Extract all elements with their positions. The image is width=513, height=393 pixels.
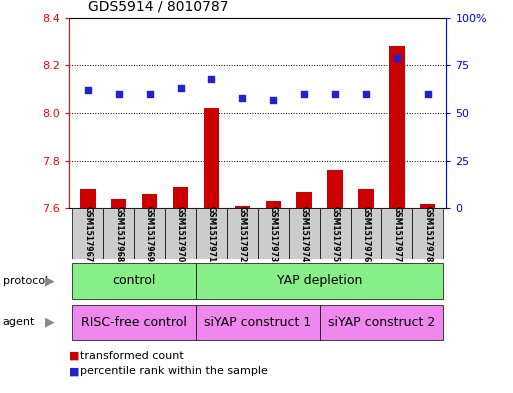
Bar — [327, 170, 343, 208]
Text: ■: ■ — [69, 351, 80, 361]
Text: GSM1517973: GSM1517973 — [269, 206, 278, 262]
Bar — [72, 208, 103, 259]
Bar — [266, 201, 281, 208]
Text: percentile rank within the sample: percentile rank within the sample — [80, 366, 267, 376]
Bar — [165, 208, 196, 259]
Text: GSM1517978: GSM1517978 — [423, 206, 432, 262]
Text: control: control — [112, 274, 156, 288]
Text: ▶: ▶ — [46, 316, 55, 329]
Text: GSM1517971: GSM1517971 — [207, 206, 216, 262]
Bar — [412, 208, 443, 259]
Bar — [80, 189, 95, 208]
Bar — [381, 208, 412, 259]
Point — [146, 91, 154, 97]
Text: siYAP construct 2: siYAP construct 2 — [328, 316, 435, 329]
Text: ▶: ▶ — [46, 274, 55, 288]
Bar — [103, 208, 134, 259]
Bar — [350, 208, 381, 259]
Bar — [420, 204, 436, 208]
Text: RISC-free control: RISC-free control — [81, 316, 187, 329]
Text: GSM1517968: GSM1517968 — [114, 206, 123, 262]
Text: transformed count: transformed count — [80, 351, 183, 361]
Text: GSM1517972: GSM1517972 — [238, 206, 247, 262]
Point — [84, 87, 92, 93]
Text: GSM1517969: GSM1517969 — [145, 206, 154, 262]
Bar — [196, 208, 227, 259]
Text: protocol: protocol — [3, 276, 48, 286]
Text: GSM1517974: GSM1517974 — [300, 206, 309, 262]
Bar — [196, 263, 443, 299]
Point — [393, 55, 401, 61]
Bar — [358, 189, 373, 208]
Text: YAP depletion: YAP depletion — [277, 274, 362, 288]
Point — [207, 75, 215, 82]
Text: agent: agent — [3, 317, 35, 327]
Text: ■: ■ — [69, 366, 80, 376]
Bar — [204, 108, 219, 208]
Bar — [227, 208, 258, 259]
Point — [269, 97, 278, 103]
Bar — [142, 194, 157, 208]
Bar — [72, 263, 196, 299]
Point — [300, 91, 308, 97]
Bar — [134, 208, 165, 259]
Bar — [320, 208, 350, 259]
Text: GSM1517975: GSM1517975 — [330, 206, 340, 262]
Bar — [173, 187, 188, 208]
Point — [424, 91, 432, 97]
Point — [238, 95, 246, 101]
Bar — [111, 199, 126, 208]
Bar — [389, 46, 405, 208]
Bar — [72, 305, 196, 340]
Bar — [234, 206, 250, 208]
Bar — [297, 192, 312, 208]
Bar — [196, 305, 320, 340]
Text: GSM1517977: GSM1517977 — [392, 206, 401, 262]
Point — [176, 85, 185, 91]
Text: siYAP construct 1: siYAP construct 1 — [204, 316, 311, 329]
Text: GSM1517970: GSM1517970 — [176, 206, 185, 262]
Text: GDS5914 / 8010787: GDS5914 / 8010787 — [88, 0, 229, 14]
Point — [331, 91, 339, 97]
Point — [114, 91, 123, 97]
Text: GSM1517967: GSM1517967 — [83, 206, 92, 262]
Bar — [289, 208, 320, 259]
Bar — [320, 305, 443, 340]
Bar — [258, 208, 289, 259]
Point — [362, 91, 370, 97]
Text: GSM1517976: GSM1517976 — [362, 206, 370, 262]
